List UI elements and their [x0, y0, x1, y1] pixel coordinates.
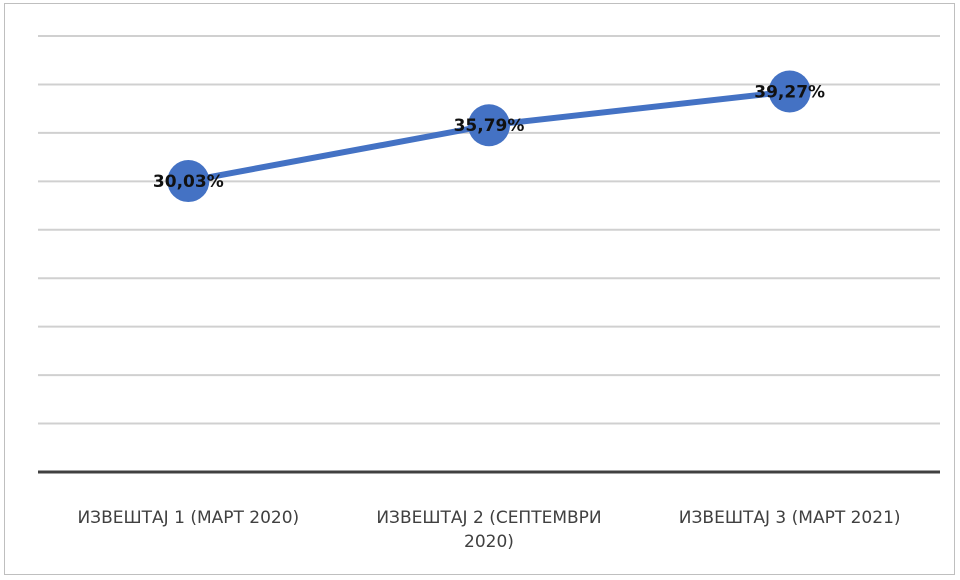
data-markers: [167, 70, 811, 203]
x-tick-label: ИЗВЕШТАЈ 3 (МАРТ 2021): [679, 508, 901, 528]
category-axis-labels: ИЗВЕШТАЈ 1 (МАРТ 2020) ИЗВЕШТАЈ 2 (СЕПТЕМ…: [77, 508, 900, 552]
data-labels: 30,03% 35,79% 39,27%: [153, 83, 825, 193]
x-tick-label: ИЗВЕШТАЈ 1 (МАРТ 2020): [77, 508, 299, 528]
data-point: [768, 70, 811, 113]
x-tick-label: ИЗВЕШТАЈ 2 (СЕПТЕМВРИ 2020): [376, 508, 601, 552]
data-label: 30,03%: [153, 172, 224, 192]
data-point: [468, 104, 510, 147]
line-chart: 30,03% 35,79% 39,27% ИЗВЕШТАЈ 1 (МАРТ 2020…: [38, 35, 940, 552]
data-point: [167, 160, 210, 203]
chart-frame: 30,03% 35,79% 39,27% ИЗВЕШТАЈ 1 (МАРТ 2020…: [4, 3, 955, 575]
data-label: 39,27%: [754, 83, 825, 103]
data-label: 35,79%: [454, 116, 525, 136]
